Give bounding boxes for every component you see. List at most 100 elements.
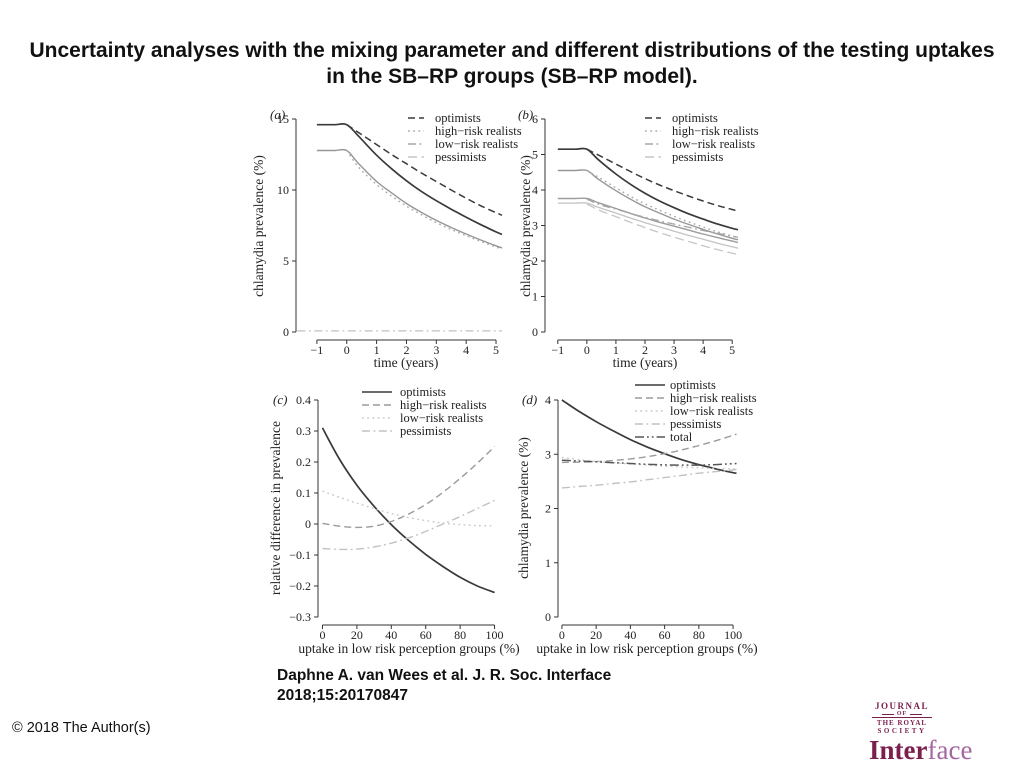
chart-text: −1 bbox=[551, 343, 564, 357]
panel-c-label: (c) bbox=[273, 392, 287, 407]
series-high-risk-realists bbox=[561, 433, 737, 464]
panel-a-ylabel: chlamydia prevalence (%) bbox=[251, 155, 266, 297]
chart-text: 0 bbox=[532, 325, 538, 339]
panel-d-label: (d) bbox=[522, 392, 537, 407]
panel-a: 0 5 10 15 −1 0 1 2 3 4 5 time (years) chlamydia prev… bbox=[251, 107, 522, 370]
chart-text: −1 bbox=[311, 343, 324, 357]
series-optimists bbox=[321, 427, 495, 594]
chart-text: 4 bbox=[545, 393, 551, 407]
series-high-risk-realists bbox=[346, 150, 503, 250]
chart-text: −0.1 bbox=[289, 548, 311, 562]
panel-d-axes bbox=[554, 399, 734, 629]
chart-text: 1 bbox=[532, 290, 538, 304]
chart-text: −0.3 bbox=[289, 610, 311, 624]
citation-line1: Daphne A. van Wees et al. J. R. Soc. Int… bbox=[277, 667, 612, 684]
chart-text: 4 bbox=[532, 183, 538, 197]
panel-c-xlabel: uptake in low risk perception groups (%) bbox=[298, 641, 519, 656]
citation: Daphne A. van Wees et al. J. R. Soc. Int… bbox=[277, 666, 611, 705]
series-high-risk-realists bbox=[322, 445, 496, 529]
legend-label: pessimists bbox=[435, 150, 487, 164]
panel-c-ylabel: relative difference in prevalence bbox=[268, 421, 283, 595]
chart-text: −0.2 bbox=[289, 579, 311, 593]
chart-text: 0.3 bbox=[296, 424, 311, 438]
chart-text: 5 bbox=[493, 343, 499, 357]
chart-text: 20 bbox=[351, 628, 363, 642]
chart-text: 2 bbox=[642, 343, 648, 357]
series-low-risk-realists bbox=[586, 198, 739, 238]
figure-title-line1: Uncertainty analyses with the mixing par… bbox=[29, 39, 995, 62]
chart-text: 2 bbox=[532, 254, 538, 268]
chart-text: 6 bbox=[532, 112, 538, 126]
chart-text: 1 bbox=[613, 343, 619, 357]
chart-text: 2 bbox=[545, 502, 551, 516]
logo-face: face bbox=[927, 735, 973, 765]
panel-b: 0 1 2 3 4 5 6 −1 0 1 2 3 4 5 time (years) chlamydia pre… bbox=[518, 107, 759, 370]
legend-label: optimists bbox=[670, 378, 716, 392]
legend-label: high−risk realists bbox=[672, 124, 759, 138]
panel-b-axes bbox=[541, 118, 733, 344]
chart-text: 2 bbox=[403, 343, 409, 357]
journal-logo-smalltext: JOURNAL OF THE ROYAL SOCIETY bbox=[872, 701, 932, 735]
series-optimists bbox=[586, 148, 739, 212]
series-pessimists bbox=[586, 203, 739, 256]
series-low-risk-realists bbox=[322, 490, 495, 527]
panel-d-xlabel: uptake in low risk perception groups (%) bbox=[536, 641, 757, 656]
chart-text: 4 bbox=[463, 343, 469, 357]
legend-label: pessimists bbox=[670, 417, 722, 431]
chart-text: 0 bbox=[559, 628, 565, 642]
panel-d-ylabel: chlamydia prevalence (%) bbox=[516, 437, 531, 579]
legend-label: low−risk realists bbox=[435, 137, 518, 151]
copyright-notice: © 2018 The Author(s) bbox=[12, 720, 151, 736]
legend-label: high−risk realists bbox=[435, 124, 522, 138]
series-pessimists bbox=[561, 468, 737, 489]
chart-text: 15 bbox=[277, 112, 289, 126]
citation-line2: 2018;15:20170847 bbox=[277, 686, 409, 704]
series-pessimists bbox=[322, 499, 495, 551]
panel-a-axes bbox=[292, 118, 497, 344]
legend-label: low−risk realists bbox=[672, 137, 755, 151]
chart-text: 0.4 bbox=[296, 393, 311, 407]
chart-text: 10 bbox=[277, 183, 289, 197]
chart-text: 80 bbox=[454, 628, 466, 642]
chart-text: 100 bbox=[724, 628, 742, 642]
figure-title: Uncertainty analyses with the mixing par… bbox=[0, 38, 1024, 90]
chart-text: 0 bbox=[584, 343, 590, 357]
chart-text: 100 bbox=[486, 628, 504, 642]
chart-text: 60 bbox=[420, 628, 432, 642]
panel-b-ylabel: chlamydia prevalence (%) bbox=[518, 155, 533, 297]
chart-text: 0 bbox=[319, 628, 325, 642]
logo-interface-wordmark: Interface bbox=[869, 737, 972, 764]
panel-b-xlabel: time (years) bbox=[613, 355, 678, 370]
legend-label: low−risk realists bbox=[670, 404, 753, 418]
panel-a-label: (a) bbox=[270, 107, 285, 122]
legend-label: optimists bbox=[435, 111, 481, 125]
chart-text: 80 bbox=[693, 628, 705, 642]
chart-text: 20 bbox=[590, 628, 602, 642]
legend-label: pessimists bbox=[400, 424, 452, 438]
chart-text: 4 bbox=[700, 343, 706, 357]
chart-text: 60 bbox=[659, 628, 671, 642]
chart-text: 3 bbox=[671, 343, 677, 357]
figure-title-line2: in the SB–RP groups (SB–RP model). bbox=[326, 65, 698, 88]
legend-label: high−risk realists bbox=[400, 398, 487, 412]
chart-text: 0.1 bbox=[296, 486, 311, 500]
series-gray-solid-baseline bbox=[316, 148, 503, 249]
chart-text: 5 bbox=[729, 343, 735, 357]
series-high-risk-realists bbox=[586, 169, 739, 239]
chart-text: 3 bbox=[433, 343, 439, 357]
chart-text: 40 bbox=[624, 628, 636, 642]
logo-of-line: OF bbox=[872, 711, 932, 717]
chart-text: 3 bbox=[532, 219, 538, 233]
legend-label: optimists bbox=[672, 111, 718, 125]
legend-label: low−risk realists bbox=[400, 411, 483, 425]
chart-text: 0 bbox=[344, 343, 350, 357]
chart-text: 5 bbox=[283, 254, 289, 268]
chart-text: 0.2 bbox=[296, 455, 311, 469]
